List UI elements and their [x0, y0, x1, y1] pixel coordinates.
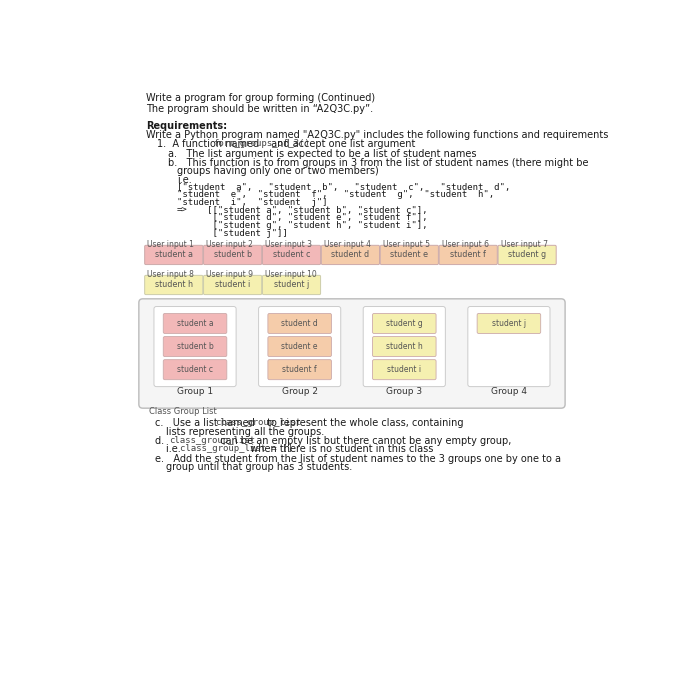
- FancyBboxPatch shape: [468, 307, 550, 386]
- Text: student f: student f: [450, 251, 486, 260]
- Text: ["student j"]]: ["student j"]]: [191, 229, 288, 238]
- Text: Requirements:: Requirements:: [146, 121, 227, 131]
- FancyBboxPatch shape: [145, 275, 203, 295]
- Text: [["student a", "student b", "student c"],: [["student a", "student b", "student c"]…: [191, 206, 428, 215]
- Text: "student  e",  "student  f",   "student  g",  "student  h",: "student e", "student f", "student g", "…: [177, 190, 494, 199]
- Text: student j: student j: [492, 319, 526, 328]
- Text: Group 1: Group 1: [177, 387, 213, 396]
- Text: student a: student a: [155, 251, 193, 260]
- Text: e.   Add the student from the list of student names to the 3 groups one by one t: e. Add the student from the list of stud…: [155, 454, 561, 463]
- FancyBboxPatch shape: [268, 360, 331, 379]
- Text: c.   Use a list named: c. Use a list named: [155, 418, 258, 428]
- Text: Write a program for group forming (Continued): Write a program for group forming (Conti…: [146, 93, 375, 103]
- Text: student d: student d: [281, 319, 318, 328]
- FancyBboxPatch shape: [262, 275, 320, 295]
- Text: student d: student d: [331, 251, 370, 260]
- Text: i.e.: i.e.: [166, 444, 184, 454]
- Text: Class Group List: Class Group List: [149, 407, 217, 416]
- Text: User input 6: User input 6: [442, 239, 489, 248]
- Text: student i: student i: [215, 281, 250, 290]
- FancyBboxPatch shape: [163, 314, 227, 333]
- Text: when there is no student in this class: when there is no student in this class: [244, 444, 433, 454]
- Text: student f: student f: [282, 365, 317, 375]
- Text: student i: student i: [387, 365, 421, 375]
- Text: i.e.: i.e.: [177, 175, 191, 185]
- FancyBboxPatch shape: [372, 314, 436, 333]
- Text: student c: student c: [177, 365, 213, 375]
- Text: Group 4: Group 4: [491, 387, 527, 396]
- FancyBboxPatch shape: [498, 245, 556, 265]
- Text: User input 1: User input 1: [148, 239, 194, 248]
- Text: User input 2: User input 2: [206, 239, 253, 248]
- Text: lists representing all the groups.: lists representing all the groups.: [166, 427, 324, 437]
- Text: and accept one list argument: and accept one list argument: [268, 139, 416, 149]
- Text: student g: student g: [508, 251, 546, 260]
- Text: student c: student c: [273, 251, 310, 260]
- Text: User input 9: User input 9: [206, 270, 253, 279]
- Text: "student  i",  "student  j"]: "student i", "student j"]: [177, 198, 327, 207]
- FancyBboxPatch shape: [204, 245, 262, 265]
- FancyBboxPatch shape: [477, 314, 541, 333]
- Text: student h: student h: [386, 342, 423, 351]
- Text: User input 3: User input 3: [265, 239, 312, 248]
- Text: Group 3: Group 3: [386, 387, 422, 396]
- FancyBboxPatch shape: [380, 245, 438, 265]
- Text: student g: student g: [386, 319, 423, 328]
- Text: User input 5: User input 5: [383, 239, 430, 248]
- Text: form_groups_of_3(): form_groups_of_3(): [214, 139, 310, 148]
- Text: student e: student e: [390, 251, 428, 260]
- FancyBboxPatch shape: [372, 337, 436, 356]
- Text: student h: student h: [155, 281, 193, 290]
- FancyBboxPatch shape: [163, 360, 227, 379]
- FancyBboxPatch shape: [322, 245, 380, 265]
- FancyBboxPatch shape: [268, 314, 331, 333]
- Text: Group 2: Group 2: [281, 387, 318, 396]
- Text: class_group_list: class_group_list: [214, 418, 301, 427]
- FancyBboxPatch shape: [439, 245, 497, 265]
- FancyBboxPatch shape: [372, 360, 436, 379]
- FancyBboxPatch shape: [259, 307, 341, 386]
- Text: ["student d", "student e", "student f"],: ["student d", "student e", "student f"],: [191, 214, 428, 223]
- FancyBboxPatch shape: [154, 307, 236, 386]
- FancyBboxPatch shape: [145, 245, 203, 265]
- Text: Write a Python program named "A2Q3C.py" includes the following functions and req: Write a Python program named "A2Q3C.py" …: [146, 130, 608, 140]
- Text: groups having only one or two members): groups having only one or two members): [177, 167, 378, 176]
- Text: =>: =>: [177, 206, 188, 215]
- Text: student b: student b: [177, 342, 213, 351]
- Text: can be an empty list but there cannot be any empty group,: can be an empty list but there cannot be…: [217, 436, 512, 446]
- Text: User input 4: User input 4: [324, 239, 371, 248]
- Text: b.   This function is to from groups in 3 from the list of student names (there : b. This function is to from groups in 3 …: [167, 158, 588, 168]
- Text: student b: student b: [214, 251, 252, 260]
- Text: to represent the whole class, containing: to represent the whole class, containing: [264, 418, 463, 428]
- Text: User input 8: User input 8: [148, 270, 194, 279]
- Text: User input 7: User input 7: [501, 239, 548, 248]
- Text: group until that group has 3 students.: group until that group has 3 students.: [166, 462, 352, 472]
- Text: student e: student e: [281, 342, 318, 351]
- Text: class_group_list = []: class_group_list = []: [180, 444, 292, 454]
- Text: a.   The list argument is expected to be a list of student names: a. The list argument is expected to be a…: [167, 148, 476, 159]
- Text: ["student  a",   "student  b",   "student  c",   "student  d",: ["student a", "student b", "student c", …: [177, 183, 510, 192]
- FancyBboxPatch shape: [363, 307, 445, 386]
- FancyBboxPatch shape: [262, 245, 320, 265]
- FancyBboxPatch shape: [268, 337, 331, 356]
- Text: ["student g", "student h", "student i"],: ["student g", "student h", "student i"],: [191, 221, 428, 230]
- Text: student a: student a: [177, 319, 213, 328]
- Text: User input 10: User input 10: [265, 270, 317, 279]
- Text: class_group_list: class_group_list: [169, 436, 255, 445]
- FancyBboxPatch shape: [163, 337, 227, 356]
- Text: student j: student j: [274, 281, 309, 290]
- Text: d.: d.: [155, 436, 173, 446]
- Text: 1.  A function named: 1. A function named: [156, 139, 262, 149]
- FancyBboxPatch shape: [204, 275, 262, 295]
- Text: The program should be written in “A2Q3C.py”.: The program should be written in “A2Q3C.…: [146, 104, 373, 114]
- FancyBboxPatch shape: [139, 299, 565, 408]
